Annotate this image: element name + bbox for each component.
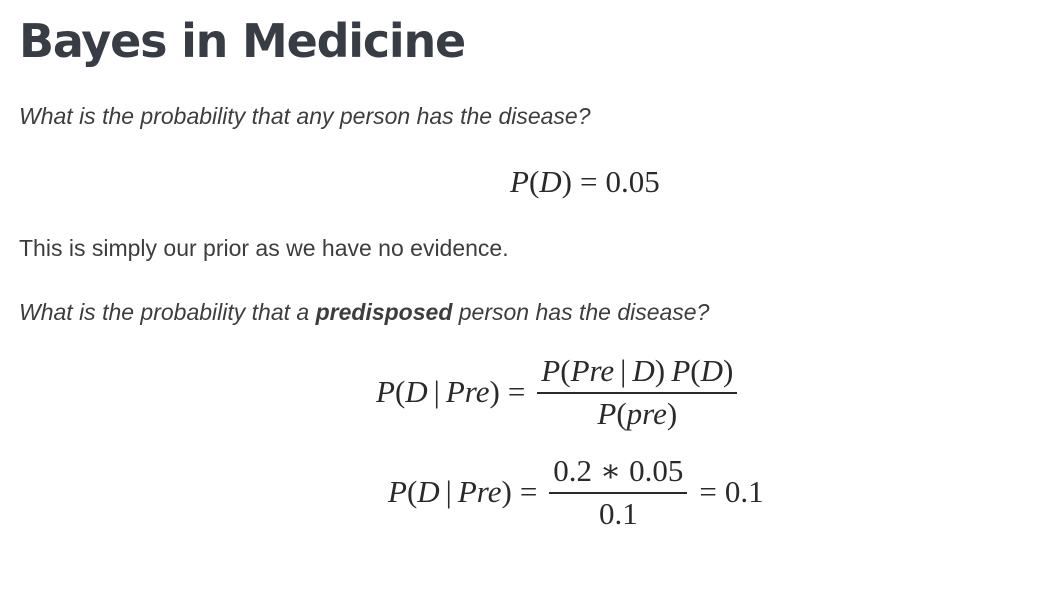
eq2-num-function-2: P xyxy=(671,353,691,388)
equation-bayes-numeric: P(D | Pre) = 0.2 ∗ 0.05 0.1 = 0.1 xyxy=(388,453,764,531)
prior-explanation: This is simply our prior as we have no e… xyxy=(19,235,509,261)
question-predisposed: What is the probability that a predispos… xyxy=(19,299,709,327)
eq3-num-b: 0.05 xyxy=(629,453,684,488)
eq2-den-close: ) xyxy=(666,395,678,431)
eq2-fraction: P(Pre | D) P(D) P(pre) xyxy=(537,353,738,432)
equation-prior: P(D) = 0.05 xyxy=(510,166,660,197)
eq3-numerator: 0.2 ∗ 0.05 xyxy=(549,453,687,489)
eq2-denominator: P(pre) xyxy=(593,396,681,432)
eq2-den-function: P xyxy=(597,395,617,431)
eq2-num-close-1: ) xyxy=(654,353,666,388)
eq2-close-paren: ) xyxy=(489,374,500,410)
eq2-num-var-2: D xyxy=(632,353,655,388)
slide-title: Bayes in Medicine xyxy=(19,14,466,68)
eq3-equals: = xyxy=(519,474,538,510)
eq2-num-function-1: P xyxy=(541,353,561,388)
eq3-given: Pre xyxy=(457,474,502,510)
eq2-given-bar: | xyxy=(433,374,440,410)
eq3-open-paren: ( xyxy=(406,474,418,510)
question2-before: What is the probability that a xyxy=(19,299,316,325)
eq2-equals: = xyxy=(507,374,526,410)
eq2-num-var-3: D xyxy=(700,353,723,388)
eq1-close-paren: ) xyxy=(561,164,572,199)
eq2-den-open: ( xyxy=(616,395,627,431)
eq3-equals-2: = xyxy=(699,474,717,510)
eq1-equals: = xyxy=(579,164,598,199)
eq2-numerator: P(Pre | D) P(D) xyxy=(537,353,737,389)
equation-bayes-formula: P(D | Pre) = P(Pre | D) P(D) P(pre) xyxy=(376,353,741,431)
eq2-variable: D xyxy=(405,374,428,410)
eq1-variable: D xyxy=(539,164,562,199)
eq1-value: 0.05 xyxy=(605,164,660,199)
eq2-given: Pre xyxy=(445,374,490,410)
eq2-num-open-2: ( xyxy=(690,353,701,388)
eq3-fraction-line xyxy=(549,491,688,494)
eq2-num-close-2: ) xyxy=(722,353,734,388)
eq2-open-paren: ( xyxy=(394,374,406,410)
eq2-fraction-line xyxy=(537,391,738,394)
eq3-close-paren: ) xyxy=(501,474,512,510)
eq3-variable: D xyxy=(417,474,440,510)
eq2-den-var: pre xyxy=(626,395,667,431)
eq1-function: P xyxy=(510,164,529,199)
eq2-function: P xyxy=(376,374,395,410)
eq3-given-bar: | xyxy=(445,474,452,510)
eq3-function: P xyxy=(388,474,407,510)
eq2-num-open-1: ( xyxy=(560,353,571,388)
question-prior: What is the probability that any person … xyxy=(19,103,591,129)
eq3-fraction: 0.2 ∗ 0.05 0.1 xyxy=(549,453,688,531)
eq2-num-bar: | xyxy=(620,353,627,388)
eq2-num-var-1: Pre xyxy=(570,353,615,388)
question2-after: person has the disease? xyxy=(452,299,710,325)
eq3-denominator: 0.1 xyxy=(598,495,638,531)
eq3-result: 0.1 xyxy=(724,474,764,510)
question2-bold: predisposed xyxy=(315,299,453,325)
eq3-num-a: 0.2 xyxy=(553,453,593,488)
eq3-num-operator: ∗ xyxy=(600,453,622,488)
eq1-open-paren: ( xyxy=(528,164,540,199)
